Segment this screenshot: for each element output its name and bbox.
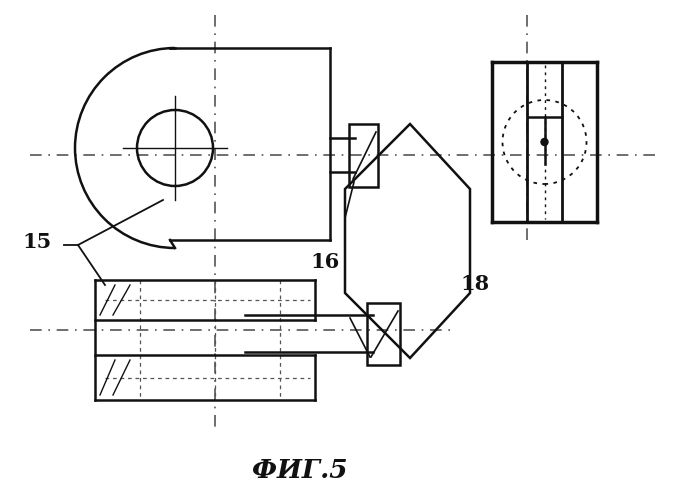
Text: 16: 16 bbox=[310, 252, 339, 272]
Circle shape bbox=[541, 138, 548, 145]
Text: ФИГ.5: ФИГ.5 bbox=[252, 458, 348, 482]
Text: 18: 18 bbox=[460, 274, 489, 294]
Text: 15: 15 bbox=[22, 232, 51, 252]
